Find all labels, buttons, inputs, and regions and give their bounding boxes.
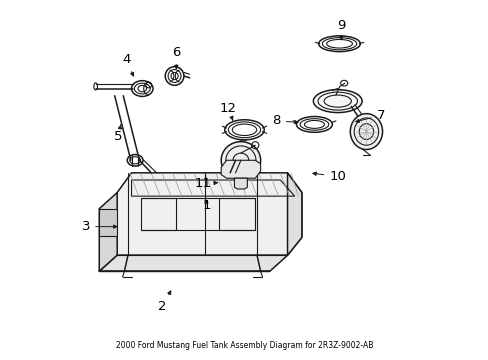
Text: 5: 5 [114,125,122,144]
Polygon shape [99,255,287,271]
Text: 3: 3 [81,220,117,233]
Polygon shape [234,178,247,189]
Text: 12: 12 [220,102,236,120]
Polygon shape [287,173,301,255]
Ellipse shape [349,114,382,149]
Bar [99,209,117,235]
Text: 2: 2 [158,291,170,313]
Text: 4: 4 [122,53,133,76]
Text: 11: 11 [194,177,217,190]
Text: 1: 1 [202,199,211,212]
Text: 6: 6 [172,46,180,68]
Text: 8: 8 [272,114,297,127]
Text: 9: 9 [336,19,345,40]
Ellipse shape [313,90,362,113]
Polygon shape [117,173,301,255]
Ellipse shape [221,141,260,179]
Bar [140,198,176,230]
Text: 10: 10 [312,170,346,183]
Text: 2000 Ford Mustang Fuel Tank Assembly Diagram for 2R3Z-9002-AB: 2000 Ford Mustang Fuel Tank Assembly Dia… [116,341,372,350]
Polygon shape [221,160,260,178]
Bar [219,198,255,230]
Text: 7: 7 [355,109,384,122]
Polygon shape [99,193,117,271]
